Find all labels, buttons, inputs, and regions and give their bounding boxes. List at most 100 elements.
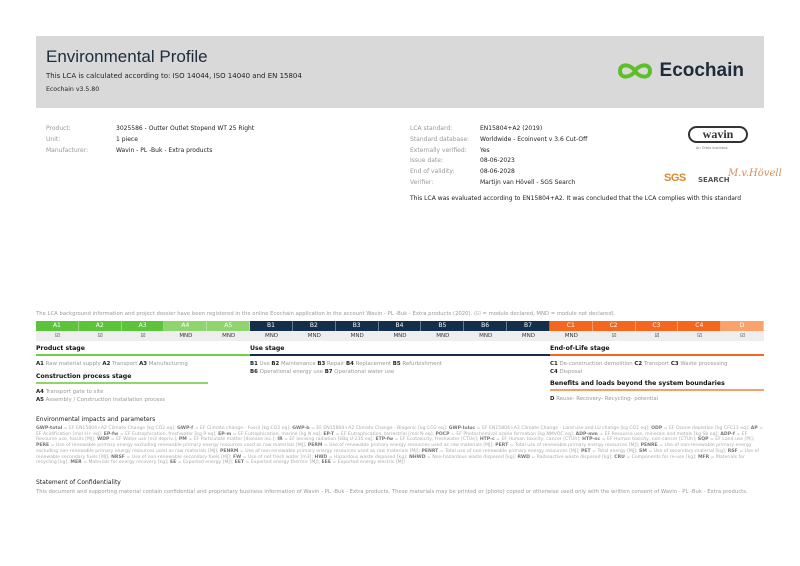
impact-abbr: HTP-nc (582, 437, 601, 443)
info-value: 08-06-2028 (480, 168, 515, 176)
module-status: ☑ (121, 331, 165, 341)
version: Ecochain v3.5.80 (46, 86, 100, 93)
impact-desc: Exported energy [MJ] (183, 460, 232, 466)
stage-line-construction (36, 382, 208, 384)
wavin-logo: wavin (688, 126, 748, 143)
module-status: MND (250, 331, 293, 341)
impact-abbr: PET (581, 448, 591, 454)
module-header: A5 (207, 321, 251, 331)
module-code: B3 (317, 361, 326, 367)
module-name: Operational water use (334, 369, 395, 375)
impact-abbr: RSF (727, 448, 738, 454)
confidentiality-heading: Statement of Confidentiality (36, 479, 121, 486)
info-value: Wavin - PL -Buk - Extra products (116, 147, 213, 154)
header-banner: Environmental Profile This LCA is calcul… (36, 36, 764, 108)
impact-abbr: EET (234, 460, 245, 466)
impact-desc: Use of renewable primary energy resource… (329, 443, 493, 449)
impact-abbr: NRSF (111, 454, 125, 460)
module-header: B6 (464, 321, 508, 331)
impact-desc: Use of renewable secondary fuels [MJ] (36, 448, 759, 460)
registration-note: The LCA background information and proje… (36, 311, 616, 317)
info-value: Yes (480, 146, 490, 154)
impact-abbr: MFR (697, 454, 710, 460)
module-header: A2 (78, 321, 122, 331)
module-header: B5 (421, 321, 465, 331)
module-status: ☑ (592, 331, 636, 341)
impact-desc: Use of secondary material [kg] (653, 448, 725, 454)
impact-desc: Exported energy thermic [MJ] (250, 460, 319, 466)
module-name: Maintenance (280, 361, 316, 367)
module-code: C2 (634, 361, 643, 367)
info-label: End of validity: (410, 168, 455, 176)
stage-description: A5 Assembly / Construction installation … (36, 396, 165, 405)
module-status: MND (292, 331, 336, 341)
impact-abbr: SQP (697, 437, 709, 443)
module-status: MND (335, 331, 379, 341)
page-title: Environmental Profile (46, 47, 208, 66)
impact-desc: EF Ionising radiation [kBq U-235 eq] (289, 437, 373, 443)
impact-desc: EF Resource use, minerals and metals [kg… (604, 431, 718, 437)
impact-abbr: PENRT (421, 448, 439, 454)
module-name: Repair (327, 361, 345, 367)
impact-abbr: PERE (36, 443, 50, 449)
impact-desc: EF Land use [Pt] (715, 437, 753, 443)
info-label: Issue date: (410, 157, 443, 165)
impact-desc: EF EN15804+A2 Climate Change [kg CO2 eq] (69, 426, 175, 431)
module-code: C4 (550, 369, 558, 375)
impact-abbr: GWP-luluc (448, 426, 476, 431)
info-label: Verifier: (410, 179, 434, 186)
impact-desc: EF Ecotoxicity, freshwater [CTUe] (399, 437, 477, 443)
impact-abbr: EP-m (218, 431, 232, 437)
impact-desc: Use of net fresh water [m3] (248, 454, 312, 460)
impact-desc: Materials for energy recovery [kg] (88, 460, 167, 466)
stage-description: A4 Transport gate to site (36, 388, 103, 397)
impacts-legend: GWP-total = EF EN15804+A2 Climate Change… (36, 426, 764, 466)
search-logo: SEARCH (698, 176, 730, 184)
stage-title-eol: End-of-Life stage (550, 345, 610, 352)
info-value: Worldwide - Ecoinvent v 3.6 Cut-Off (480, 135, 588, 143)
info-value: 3025586 - Outter Outlet Stopend WT 25 Ri… (116, 125, 255, 132)
stage-description: C1 De-construction demolition C2 Transpo… (550, 360, 728, 369)
module-status: ☑ (635, 331, 679, 341)
module-name: Transport gate to site (45, 389, 104, 395)
module-header: B4 (378, 321, 422, 331)
impact-desc: EF Human toxicity, non-cancer [CTUh] (607, 437, 695, 443)
module-code: B1 (250, 361, 258, 367)
impact-abbr: EP-T (323, 431, 335, 437)
info-label: Unit: (46, 136, 61, 143)
module-header: B2 (292, 321, 336, 331)
impact-abbr: GWP-total (36, 426, 63, 431)
info-value: 1 piece (116, 136, 138, 143)
subtitle: This LCA is calculated according to: ISO… (46, 72, 302, 80)
confidentiality-text: This document and supporting material co… (36, 489, 748, 495)
impact-desc: EF Human toxicity, cancer [CTUh] (501, 437, 580, 443)
verifier-signature: M.v.Hövell (728, 168, 782, 179)
module-header: B7 (507, 321, 550, 331)
stage-line-eol (550, 354, 764, 356)
impacts-heading: Environmental impacts and parameters (36, 416, 156, 423)
impact-desc: Total energy [MJ] (597, 448, 636, 454)
impact-abbr: EP-fw (103, 431, 119, 437)
impact-abbr: EE (169, 460, 177, 466)
impact-desc: EF Water use [m3 depriv.] (116, 437, 176, 443)
module-status: ☑ (721, 331, 764, 341)
info-label: Manufacturer: (46, 147, 89, 154)
sgs-logo: SGS (664, 172, 686, 184)
impact-abbr: GWP-b (292, 426, 310, 431)
impact-desc: Use of renewable primary energy excludin… (55, 443, 305, 449)
impact-abbr: MER (70, 460, 82, 466)
impact-abbr: GWP-f (177, 426, 194, 431)
stage-line-beyond (550, 389, 764, 391)
impact-desc: Hazardous waste disposed [kg] (334, 454, 406, 460)
module-name: Use (259, 361, 270, 367)
info-label: LCA standard: (410, 125, 453, 132)
module-name: Transport (643, 361, 670, 367)
module-status: MND (378, 331, 422, 341)
module-status: MND (464, 331, 508, 341)
module-name: Raw material supply (45, 361, 101, 367)
info-label: Externally verified: (410, 146, 467, 154)
impact-abbr: EEE (321, 460, 331, 466)
module-name: Manufacturing (148, 361, 188, 367)
impact-desc: Total use of renewable primary energy re… (515, 443, 638, 449)
stage-title-construction: Construction process stage (36, 373, 132, 380)
